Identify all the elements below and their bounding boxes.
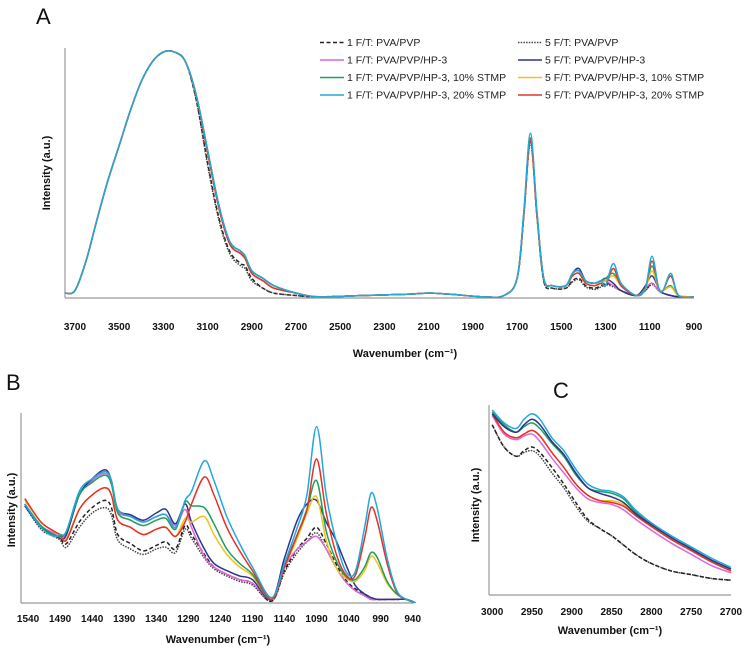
series-line-0 <box>65 50 695 298</box>
x-tick-label: 3000 <box>481 607 504 618</box>
legend-label: 5 F/T: PVA/PVP/HP-3 <box>545 55 645 67</box>
series-line-6 <box>65 50 695 298</box>
legend-label: 1 F/T: PVA/PVP <box>347 37 420 49</box>
x-tick-label: 1490 <box>49 614 72 625</box>
legend: 1 F/T: PVA/PVP 5 F/T: PVA/PVP 1 F/T: PVA/P… <box>320 37 704 102</box>
x-tick-label: 1900 <box>462 322 485 333</box>
legend-item: 1 F/T: PVA/PVP/HP-3, 10% STMP <box>320 72 506 84</box>
legend-item: 1 F/T: PVA/PVP/HP-3 <box>320 55 447 67</box>
legend-label: 1 F/T: PVA/PVP/HP-3, 20% STMP <box>347 90 506 102</box>
panel-c-ylabel: Intensity (a.u.) <box>470 467 482 542</box>
x-tick-label: 3700 <box>64 322 87 333</box>
series-line-4 <box>24 474 416 603</box>
series-group <box>65 50 695 298</box>
x-tick-label: 2800 <box>640 607 663 618</box>
series-line-2 <box>65 50 695 298</box>
x-tick-label: 2900 <box>561 607 584 618</box>
x-tick-label: 1340 <box>145 614 168 625</box>
x-tick-label: 2750 <box>680 607 703 618</box>
legend-label: 1 F/T: PVA/PVP/HP-3 <box>347 55 447 67</box>
series-line-3 <box>65 50 695 298</box>
x-tick-label: 2700 <box>285 322 308 333</box>
x-tick-label: 1390 <box>113 614 136 625</box>
x-tick-label: 3500 <box>108 322 131 333</box>
panel-label-b: B <box>6 370 21 395</box>
panel-label-c: C <box>553 378 569 403</box>
series-line-7 <box>65 50 695 298</box>
panel-b-xlabel: Wavenumber (cm⁻¹) <box>166 634 271 646</box>
series-line-0 <box>491 424 732 581</box>
legend-item: 5 F/T: PVA/PVP/HP-3, 20% STMP <box>518 90 704 102</box>
x-tick-label: 940 <box>404 614 421 625</box>
x-tick-label: 1500 <box>550 322 573 333</box>
series-group <box>24 425 416 603</box>
panel-c: 3000 2950 2900 2850 2800 2750 2700 <box>481 405 743 618</box>
series-line-1 <box>65 50 695 298</box>
series-line-2 <box>491 415 732 574</box>
x-tick-label: 3300 <box>152 322 175 333</box>
x-tick-label: 990 <box>372 614 389 625</box>
panel-a-xlabel: Wavenumber (cm⁻¹) <box>353 348 458 360</box>
x-tick-label: 2100 <box>418 322 441 333</box>
series-line-5 <box>491 413 732 572</box>
x-tick-label: 2900 <box>241 322 264 333</box>
x-tick-label: 1300 <box>594 322 617 333</box>
x-tick-label: 1240 <box>209 614 232 625</box>
x-tick-label: 1190 <box>242 614 264 625</box>
x-tick-label: 2850 <box>600 607 623 618</box>
x-tick-label: 1700 <box>506 322 529 333</box>
x-tick-label: 2950 <box>521 607 544 618</box>
x-tick-label: 1540 <box>17 614 40 625</box>
x-tick-label: 1140 <box>274 614 296 625</box>
x-tick-label: 3100 <box>196 322 219 333</box>
series-line-5 <box>24 487 416 603</box>
legend-item: 5 F/T: PVA/PVP <box>518 37 618 49</box>
series-line-7 <box>24 458 416 603</box>
panel-label-a: A <box>36 4 51 29</box>
x-tick-label: 1100 <box>639 322 661 333</box>
series-line-6 <box>24 425 416 603</box>
x-tick-label: 2300 <box>373 322 396 333</box>
x-tick-label: 1290 <box>177 614 200 625</box>
series-line-5 <box>65 50 695 298</box>
panel-b-ylabel: Intensity (a.u.) <box>6 472 18 547</box>
legend-label: 5 F/T: PVA/PVP/HP-3, 20% STMP <box>545 90 704 102</box>
series-line-4 <box>65 50 695 298</box>
legend-item: 5 F/T: PVA/PVP/HP-3, 10% STMP <box>518 72 704 84</box>
panel-c-xlabel: Wavenumber (cm⁻¹) <box>558 625 663 637</box>
series-line-2 <box>24 472 416 603</box>
x-tick-label: 2700 <box>720 607 743 618</box>
panel-a: 3700 3500 3300 3100 2900 2700 2500 2300 2100 1900… <box>64 48 703 333</box>
legend-label: 1 F/T: PVA/PVP/HP-3, 10% STMP <box>347 72 506 84</box>
x-tick-label: 2500 <box>329 322 352 333</box>
x-tick-label: 900 <box>686 322 703 333</box>
x-tick-label: 1440 <box>81 614 104 625</box>
panel-a-ylabel: Intensity (a.u.) <box>41 135 53 210</box>
series-line-7 <box>491 413 732 572</box>
series-line-4 <box>491 411 732 570</box>
legend-item: 1 F/T: PVA/PVP <box>320 37 420 49</box>
legend-item: 5 F/T: PVA/PVP/HP-3 <box>518 55 645 67</box>
panel-b: 1540 1490 1440 1390 1340 1290 1240 1190 1140 1090… <box>17 413 421 625</box>
series-line-3 <box>491 413 732 570</box>
legend-item: 1 F/T: PVA/PVP/HP-3, 20% STMP <box>320 90 506 102</box>
x-tick-label: 1090 <box>305 614 328 625</box>
series-line-0 <box>24 499 416 603</box>
plot-layers: 3700 3500 3300 3100 2900 2700 2500 2300 2100 1900… <box>17 48 743 625</box>
legend-label: 5 F/T: PVA/PVP/HP-3, 10% STMP <box>545 72 704 84</box>
series-line-6 <box>491 409 732 568</box>
series-group <box>491 409 732 581</box>
x-tick-label: 1040 <box>337 614 360 625</box>
legend-label: 5 F/T: PVA/PVP <box>545 37 618 49</box>
